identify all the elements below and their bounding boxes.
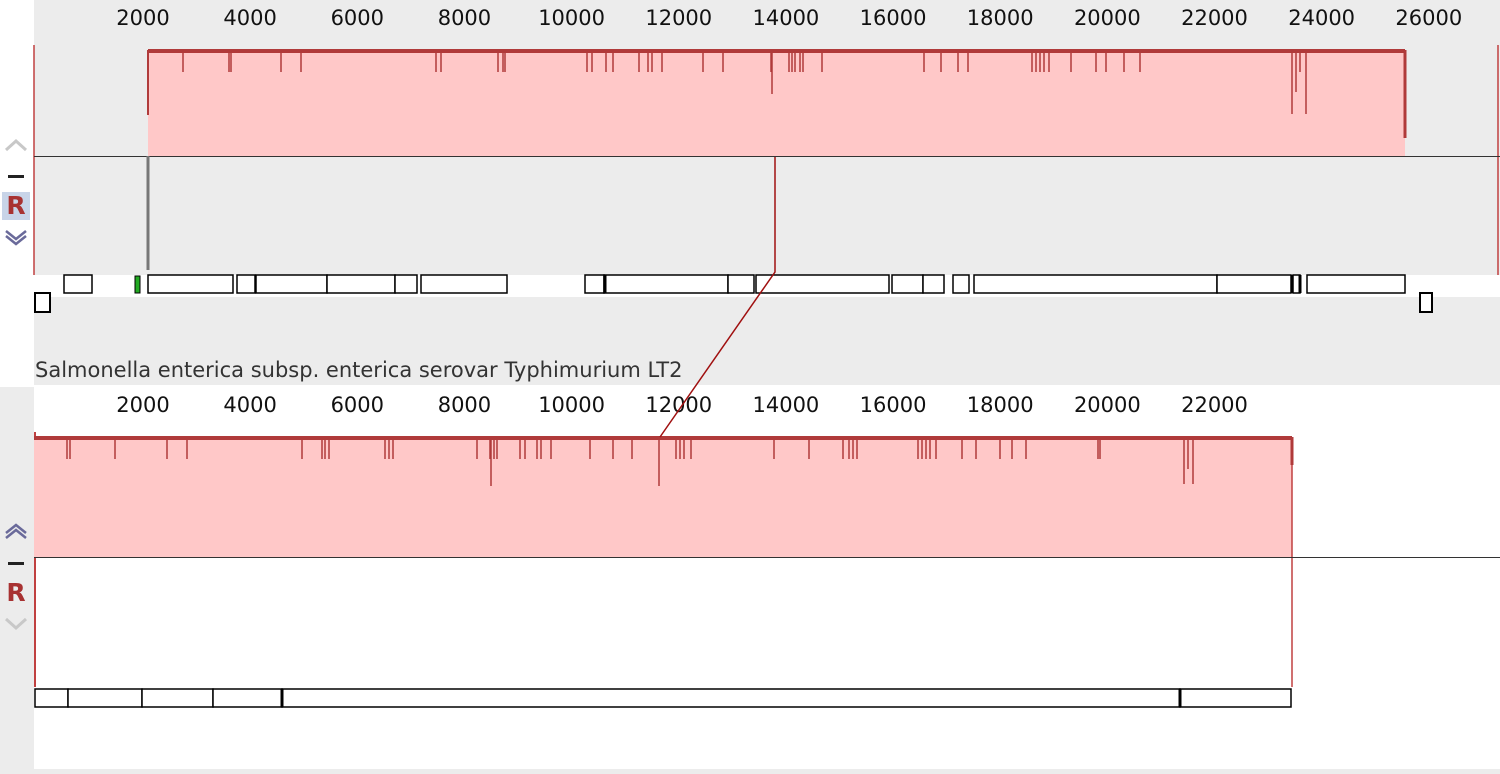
gene-feature[interactable]	[394, 274, 418, 294]
ruler-tick-label: 6000	[330, 6, 385, 30]
ruler-tick-label: 14000	[752, 6, 820, 30]
ruler-tick-label: 8000	[437, 393, 492, 417]
gene-feature[interactable]	[952, 274, 970, 294]
ruler-tick-label: 16000	[859, 393, 927, 417]
genome-panel-2: 2000 4000 6000 8000 10000 12000 14000 16000 1800…	[0, 387, 1500, 769]
minus-icon[interactable]	[4, 553, 28, 575]
down-arrow-icon[interactable]	[4, 226, 28, 248]
ruler-tick-label: 24000	[1288, 6, 1356, 30]
bottom-scrollbar[interactable]	[0, 769, 1500, 774]
ruler-tick-label: 10000	[538, 393, 605, 417]
gene-feature[interactable]	[891, 274, 924, 294]
gene-feature[interactable]	[255, 274, 328, 294]
gene-feature[interactable]	[755, 274, 890, 294]
gene-feature[interactable]	[141, 688, 214, 708]
gene-feature[interactable]	[922, 274, 945, 294]
ruler-tick-label: 22000	[1181, 6, 1248, 30]
ruler-tick-label: 16000	[859, 6, 927, 30]
ruler-tick-label: 8000	[437, 6, 492, 30]
ruler-tick-label: 10000	[538, 6, 605, 30]
ruler-tick-label: 2000	[116, 6, 170, 30]
gene-feature[interactable]	[727, 274, 755, 294]
similarity-spikes-1	[182, 52, 1307, 114]
gene-feature[interactable]	[326, 274, 396, 294]
lcb-block-1[interactable]	[148, 50, 1405, 156]
highlighted-gene[interactable]	[134, 275, 141, 294]
genome-panel-1: 2000 4000 6000 8000 10000 12000 14000 16000 1800…	[0, 0, 1500, 385]
up-arrow-icon[interactable]	[4, 521, 28, 543]
reference-button[interactable]: R	[2, 579, 30, 607]
minus-icon[interactable]	[4, 166, 28, 188]
up-arrow-icon[interactable]	[4, 134, 28, 156]
similarity-spikes-2	[66, 439, 1194, 486]
ruler-tick-label: 22000	[1181, 393, 1248, 417]
lcb-block-2[interactable]	[34, 437, 1292, 557]
ruler-tick-label: 6000	[330, 393, 385, 417]
gene-feature[interactable]	[1179, 688, 1292, 708]
gene-feature[interactable]	[1419, 292, 1433, 313]
gene-annotations-2	[34, 688, 1292, 708]
ruler-tick-label: 18000	[966, 393, 1034, 417]
gene-feature[interactable]	[584, 274, 605, 294]
ruler-tick-label: 2000	[116, 393, 170, 417]
gene-feature[interactable]	[147, 274, 234, 294]
gene-feature[interactable]	[63, 274, 93, 294]
gene-feature[interactable]	[1216, 274, 1292, 294]
control-strip-2	[0, 387, 34, 769]
gene-feature[interactable]	[34, 688, 69, 708]
gene-feature[interactable]	[212, 688, 283, 708]
gene-annotations-1	[63, 274, 1406, 294]
reference-button[interactable]: R	[2, 192, 30, 220]
gene-feature[interactable]	[1306, 274, 1406, 294]
down-arrow-icon[interactable]	[4, 613, 28, 635]
alignment-track-1[interactable]	[0, 0, 1500, 385]
ruler-tick-label: 20000	[1073, 6, 1141, 30]
reference-label: R	[6, 578, 26, 607]
gene-feature[interactable]	[603, 274, 729, 294]
ruler-tick-label: 4000	[223, 6, 277, 30]
alignment-track-2[interactable]	[0, 387, 1500, 769]
gene-feature[interactable]	[973, 274, 1218, 294]
gene-feature[interactable]	[236, 274, 256, 294]
gene-feature[interactable]	[420, 274, 508, 294]
ruler-tick-label: 12000	[645, 6, 713, 30]
ruler-tick-label: 26000	[1395, 6, 1463, 30]
gene-feature[interactable]	[34, 292, 51, 313]
gene-feature[interactable]	[67, 688, 143, 708]
reference-label: R	[2, 192, 30, 220]
genome-name-label: Salmonella enterica subsp. enterica sero…	[35, 358, 683, 382]
ruler-tick-label: 4000	[223, 393, 277, 417]
ruler-tick-label: 18000	[966, 6, 1034, 30]
gene-feature[interactable]	[281, 688, 1181, 708]
ruler-tick-label: 20000	[1073, 393, 1141, 417]
